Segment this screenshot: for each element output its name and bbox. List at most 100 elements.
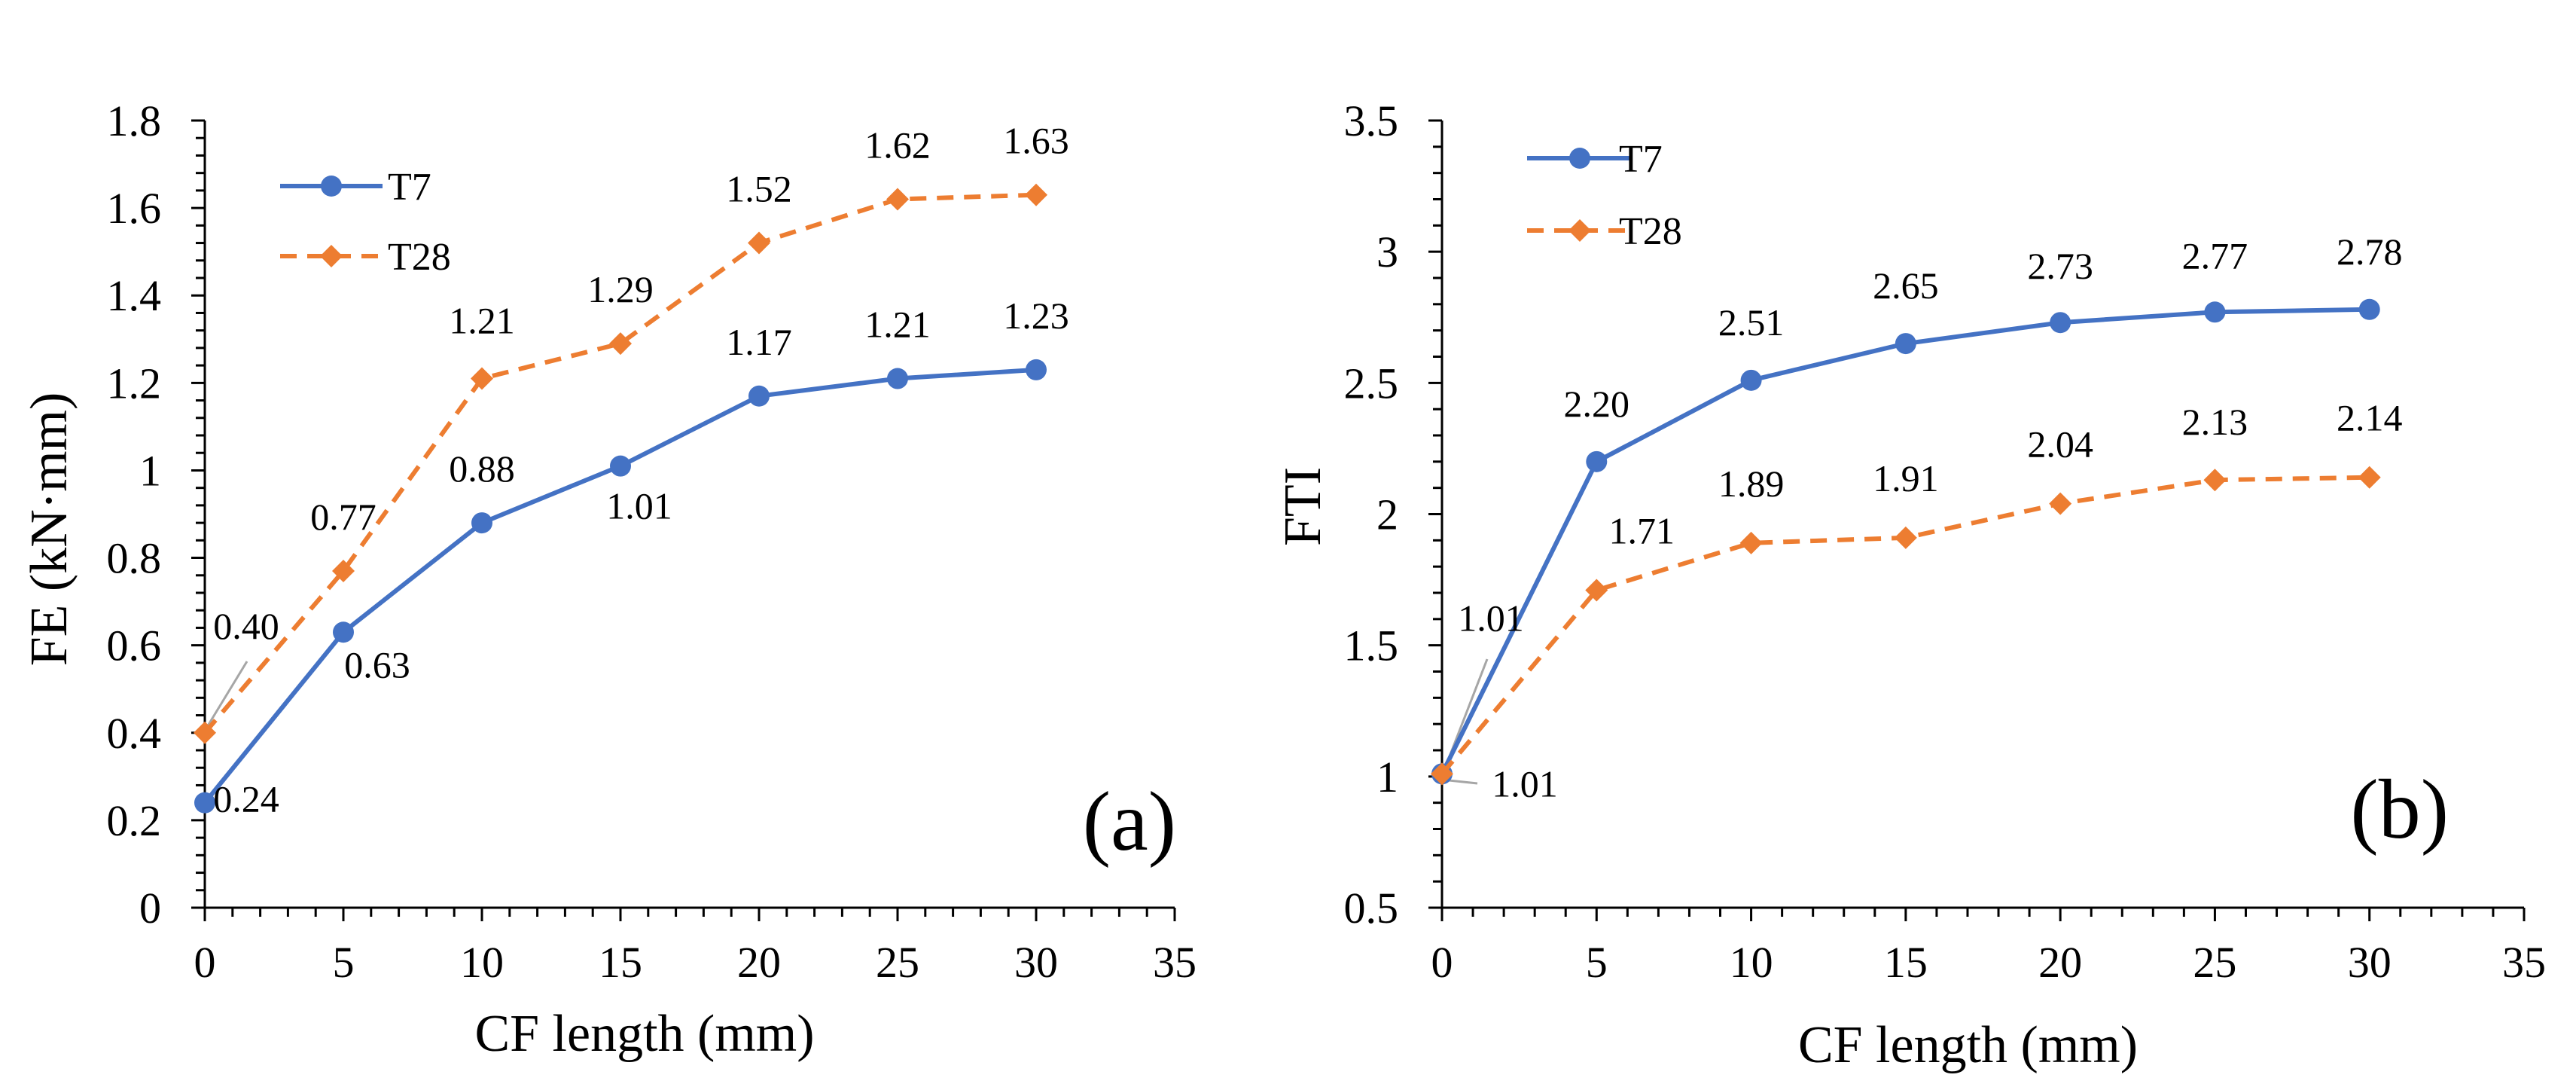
x-tick-label: 10 — [460, 938, 504, 987]
data-label-T28: 2.04 — [2027, 423, 2093, 466]
marker-T7 — [333, 621, 354, 643]
y-tick-label: 0.8 — [107, 534, 162, 583]
data-label-T28: 1.21 — [449, 300, 515, 342]
data-label-T28: 1.29 — [587, 268, 654, 310]
x-tick-label: 15 — [1884, 938, 1928, 987]
marker-T28 — [1431, 762, 1453, 786]
data-label-T7: 1.01 — [606, 485, 672, 527]
data-label-T7: 2.65 — [1873, 264, 1939, 307]
y-axis-title: FE (kN·mm) — [20, 392, 78, 667]
y-tick-label: 3.5 — [1344, 96, 1399, 145]
marker-T7 — [610, 455, 631, 477]
data-label-T7: 0.24 — [213, 778, 279, 820]
marker-T28 — [1739, 531, 1763, 554]
marker-T7 — [2050, 312, 2071, 334]
marker-T7 — [1586, 450, 1608, 472]
marker-T28 — [886, 188, 909, 211]
data-label-T7: 1.23 — [1003, 295, 1069, 337]
x-tick-label: 35 — [2502, 938, 2546, 987]
marker-T7 — [1026, 359, 1047, 380]
data-label-T28: 0.77 — [310, 496, 376, 538]
y-tick-label: 1.2 — [107, 359, 162, 408]
data-label-T7: 2.20 — [1564, 383, 1630, 425]
x-tick-label: 5 — [333, 938, 355, 987]
y-tick-label: 0.5 — [1344, 884, 1399, 933]
y-tick-label: 1.8 — [107, 96, 162, 145]
y-tick-label: 1.5 — [1344, 621, 1399, 670]
x-tick-label: 5 — [1586, 938, 1608, 987]
data-label-T28: 1.91 — [1873, 457, 1939, 499]
panel-label: (b) — [2350, 763, 2449, 856]
y-tick-label: 1.4 — [107, 271, 162, 320]
chart-panel-a: 0 0.2 0.4 0.6 0.8 1 1.2 1.4 1.6 1.8 0 5 10 15 20 25 30 35… — [20, 96, 1197, 1063]
legend-marker-T28 — [1568, 219, 1591, 242]
data-label-T28: 1.89 — [1718, 463, 1785, 505]
legend-label-T7: T7 — [388, 166, 431, 209]
marker-T7 — [2358, 298, 2380, 320]
y-tick-label: 1 — [139, 446, 161, 495]
data-label-T7: 2.51 — [1718, 301, 1785, 343]
marker-T28 — [471, 367, 493, 390]
data-label-T28: 1.63 — [1003, 120, 1069, 162]
legend-marker-T7 — [1569, 148, 1590, 169]
x-tick-label: 30 — [2348, 938, 2392, 987]
x-tick-label: 30 — [1014, 938, 1058, 987]
marker-T28 — [2203, 469, 2227, 492]
y-tick-label: 1 — [1376, 753, 1398, 801]
marker-T28 — [194, 721, 216, 744]
chart-panel-b: 0.5 1 1.5 2 2.5 3 3.5 0 5 10 15 20 25 30 35 CF length (… — [1274, 96, 2546, 1074]
marker-T7 — [748, 385, 770, 407]
x-tick-label: 20 — [2038, 938, 2082, 987]
marker-T7 — [1895, 333, 1916, 355]
data-label-T7: 1.01 — [1458, 597, 1524, 639]
legend-marker-T7 — [321, 176, 342, 197]
marker-T28 — [2049, 492, 2072, 515]
data-label-T7: 1.21 — [864, 304, 931, 346]
marker-T7 — [471, 512, 492, 534]
data-label-T7: 2.77 — [2182, 234, 2248, 276]
x-axis-title: CF length (mm) — [1798, 1016, 2138, 1074]
marker-T28 — [332, 559, 355, 582]
marker-T28 — [609, 332, 632, 356]
data-label-T7: 0.63 — [344, 643, 410, 685]
series-line-T28 — [1440, 475, 2370, 776]
y-axis-title: FTI — [1274, 467, 1332, 546]
x-tick-label: 10 — [1730, 938, 1773, 987]
y-tick-label: 0 — [139, 884, 161, 933]
x-tick-label: 0 — [194, 938, 216, 987]
data-label-T28: 1.52 — [726, 168, 792, 210]
data-label-T28: 0.40 — [213, 605, 279, 647]
legend-label-T28: T28 — [1619, 210, 1682, 253]
x-tick-label: 20 — [737, 938, 781, 987]
x-tick-label: 25 — [2193, 938, 2236, 987]
data-label-T7: 0.88 — [449, 447, 515, 490]
legend-label-T7: T7 — [1619, 138, 1663, 181]
data-label-T28: 2.14 — [2337, 397, 2403, 439]
y-tick-label: 3 — [1376, 227, 1398, 276]
x-tick-label: 25 — [876, 938, 919, 987]
marker-T28 — [748, 231, 770, 255]
marker-T28 — [1894, 526, 1917, 549]
y-tick-label: 0.2 — [107, 796, 162, 845]
y-tick-label: 2.5 — [1344, 359, 1399, 408]
x-axis-title: CF length (mm) — [474, 1005, 814, 1063]
y-tick-label: 0.6 — [107, 621, 162, 670]
data-label-leader — [203, 661, 248, 731]
legend-marker-T28 — [320, 245, 343, 267]
x-tick-label: 35 — [1153, 938, 1197, 987]
data-label-T28: 1.62 — [864, 124, 931, 166]
legend-label-T28: T28 — [388, 236, 451, 279]
y-tick-label: 1.6 — [107, 184, 162, 233]
panel-label: (a) — [1083, 775, 1176, 869]
marker-T7 — [194, 792, 215, 814]
x-tick-label: 15 — [599, 938, 642, 987]
marker-T7 — [1740, 369, 1762, 391]
marker-T28 — [1025, 183, 1047, 206]
data-label-T28: 2.13 — [2182, 401, 2248, 443]
data-label-T28: 1.71 — [1609, 510, 1675, 552]
marker-T7 — [2204, 301, 2226, 323]
y-tick-label: 2 — [1376, 490, 1398, 539]
data-label-T7: 1.17 — [726, 321, 792, 363]
marker-T28 — [1585, 579, 1608, 602]
